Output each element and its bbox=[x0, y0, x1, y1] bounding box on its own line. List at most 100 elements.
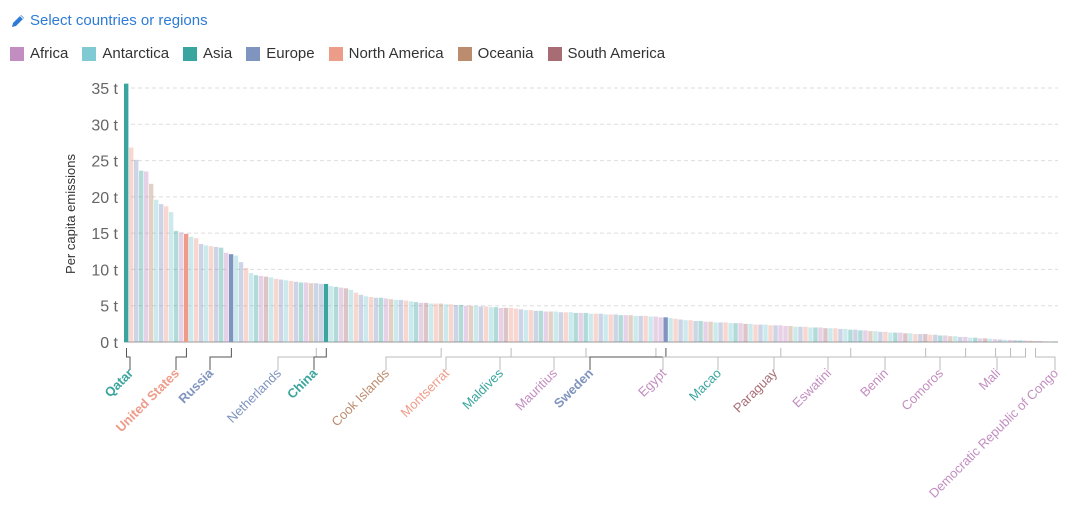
bar[interactable] bbox=[793, 326, 798, 342]
category-label[interactable]: Montserrat bbox=[398, 365, 453, 420]
bar[interactable] bbox=[558, 312, 563, 342]
bar[interactable] bbox=[743, 323, 748, 342]
bar[interactable] bbox=[968, 337, 973, 342]
bar[interactable] bbox=[913, 334, 918, 342]
bar[interactable] bbox=[318, 283, 324, 342]
bar[interactable] bbox=[688, 320, 693, 342]
bar[interactable] bbox=[783, 326, 788, 342]
bar[interactable] bbox=[723, 322, 728, 342]
bar[interactable] bbox=[298, 282, 304, 342]
bar[interactable] bbox=[663, 317, 668, 342]
category-label[interactable]: Mali bbox=[976, 365, 1004, 393]
category-label[interactable]: Maldives bbox=[459, 365, 506, 412]
bar[interactable] bbox=[938, 335, 943, 342]
bar[interactable] bbox=[353, 292, 359, 342]
bar[interactable] bbox=[568, 312, 573, 342]
bar[interactable] bbox=[778, 325, 783, 342]
bar[interactable] bbox=[963, 336, 968, 342]
bar[interactable] bbox=[613, 314, 618, 342]
bar[interactable] bbox=[1053, 341, 1058, 343]
bar[interactable] bbox=[278, 279, 284, 342]
bar[interactable] bbox=[373, 297, 379, 342]
bar[interactable] bbox=[1018, 340, 1023, 342]
bar[interactable] bbox=[758, 324, 763, 342]
bar[interactable] bbox=[238, 262, 244, 342]
bar[interactable] bbox=[328, 286, 334, 342]
bar[interactable] bbox=[378, 297, 384, 342]
bar[interactable] bbox=[493, 307, 498, 342]
bar[interactable] bbox=[228, 254, 234, 342]
bar[interactable] bbox=[1038, 341, 1043, 342]
bar[interactable] bbox=[438, 303, 444, 342]
bar[interactable] bbox=[623, 315, 628, 342]
bar[interactable] bbox=[853, 329, 858, 342]
bar[interactable] bbox=[633, 315, 638, 342]
bar[interactable] bbox=[178, 232, 184, 342]
bar[interactable] bbox=[358, 294, 364, 342]
legend-item-south-america[interactable]: South America bbox=[547, 45, 665, 62]
bar[interactable] bbox=[308, 283, 314, 342]
bar[interactable] bbox=[168, 212, 174, 342]
bar[interactable] bbox=[803, 326, 808, 342]
bar[interactable] bbox=[838, 328, 843, 342]
bar[interactable] bbox=[548, 311, 553, 342]
bar[interactable] bbox=[428, 303, 434, 342]
bar[interactable] bbox=[183, 233, 189, 342]
bar[interactable] bbox=[668, 318, 673, 342]
bar[interactable] bbox=[618, 315, 623, 342]
category-label[interactable]: Cook Islands bbox=[328, 365, 392, 429]
bar[interactable] bbox=[928, 334, 933, 342]
bar[interactable] bbox=[423, 302, 429, 342]
bar[interactable] bbox=[528, 310, 533, 342]
bar[interactable] bbox=[158, 204, 164, 342]
bar[interactable] bbox=[863, 330, 868, 342]
bar[interactable] bbox=[563, 312, 568, 342]
bar[interactable] bbox=[433, 303, 439, 342]
bar[interactable] bbox=[124, 83, 129, 342]
bar[interactable] bbox=[143, 171, 149, 342]
bar[interactable] bbox=[628, 315, 633, 342]
bar[interactable] bbox=[193, 238, 199, 342]
bar[interactable] bbox=[588, 313, 593, 342]
bar[interactable] bbox=[908, 333, 913, 342]
bar[interactable] bbox=[368, 297, 374, 342]
bar[interactable] bbox=[148, 183, 154, 342]
bar[interactable] bbox=[468, 305, 474, 342]
bar[interactable] bbox=[943, 335, 948, 342]
bar[interactable] bbox=[653, 316, 658, 342]
bar[interactable] bbox=[443, 304, 449, 342]
bar[interactable] bbox=[578, 312, 583, 342]
bar[interactable] bbox=[798, 326, 803, 342]
bar[interactable] bbox=[923, 334, 928, 342]
bar[interactable] bbox=[263, 276, 269, 342]
bar[interactable] bbox=[638, 315, 643, 342]
category-label[interactable]: Democratic Republic of Congo bbox=[926, 366, 1061, 501]
category-label[interactable]: Eswatini bbox=[789, 365, 834, 410]
bar[interactable] bbox=[883, 331, 888, 342]
bar[interactable] bbox=[138, 170, 144, 342]
bar[interactable] bbox=[203, 245, 209, 342]
bar[interactable] bbox=[918, 334, 923, 342]
bar[interactable] bbox=[608, 314, 613, 342]
category-label[interactable]: Russia bbox=[175, 365, 216, 406]
bar[interactable] bbox=[773, 325, 778, 342]
bar[interactable] bbox=[703, 321, 708, 342]
bar[interactable] bbox=[833, 328, 838, 342]
bar[interactable] bbox=[198, 244, 204, 342]
bar[interactable] bbox=[393, 299, 399, 342]
bar[interactable] bbox=[808, 327, 813, 342]
bar[interactable] bbox=[383, 298, 389, 342]
bar[interactable] bbox=[473, 305, 479, 342]
category-label[interactable]: Qatar bbox=[101, 366, 136, 401]
bar[interactable] bbox=[693, 320, 698, 342]
bar[interactable] bbox=[728, 323, 733, 342]
legend-item-europe[interactable]: Europe bbox=[246, 45, 315, 62]
bar[interactable] bbox=[788, 326, 793, 342]
bar[interactable] bbox=[843, 328, 848, 342]
bar[interactable] bbox=[678, 319, 683, 342]
bar[interactable] bbox=[933, 334, 938, 342]
bar[interactable] bbox=[163, 206, 169, 342]
bar[interactable] bbox=[753, 324, 758, 342]
bar[interactable] bbox=[973, 337, 978, 342]
bar[interactable] bbox=[708, 321, 713, 342]
